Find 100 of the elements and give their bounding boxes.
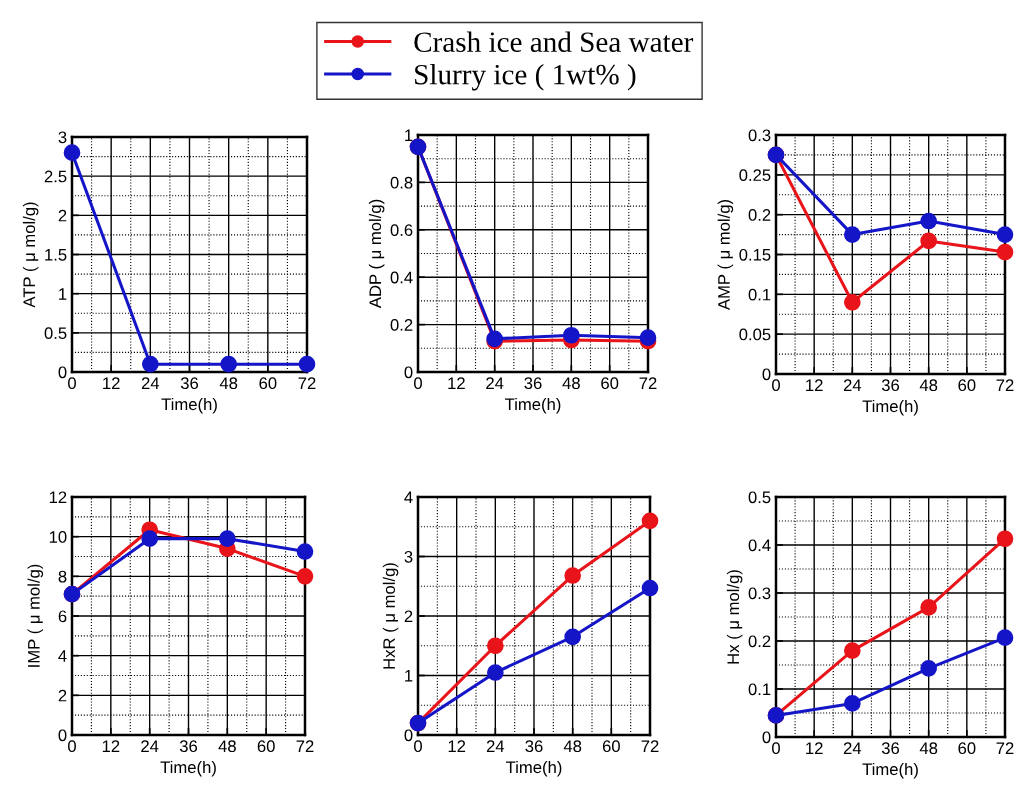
point [843,695,861,712]
y-axis-title: IMP ( μ mol/g) [27,564,44,667]
y-tick-label: 0.4 [390,271,413,284]
y-tick-label: 0.5 [748,491,771,504]
x-tick-label: 72 [641,740,659,752]
point [562,326,580,344]
x-tick-label: 72 [639,377,657,389]
y-tick-label: 12 [49,491,67,504]
point [920,212,938,230]
x-tick-label: 72 [996,379,1014,391]
x-tick-label: 48 [919,742,938,755]
point [996,530,1014,548]
y-tick-label: 1 [59,288,67,300]
y-tick-label: 1 [405,129,413,142]
y-tick-label: 2 [404,610,413,623]
y-tick-label: 0.6 [390,224,413,236]
point [920,660,938,677]
y-tick-label: 8 [58,570,67,583]
y-tick-label: 0.25 [739,169,771,182]
legend-label: Crash ice and Sea water [414,31,694,53]
y-tick-label: 0.15 [739,248,771,261]
point [996,226,1014,243]
y-axis-title: HxR ( μ mol/g) [382,563,399,669]
legend-label: Slurry ice ( 1wt% ) [415,63,636,91]
x-tick-label: 60 [958,742,976,755]
y-tick-label: 2.5 [44,170,67,183]
x-tick-label: 12 [806,742,823,754]
y-tick-label: 0.2 [748,635,771,648]
point [920,232,938,250]
x-tick-label: 48 [562,377,580,390]
x-tick-label: 36 [179,740,198,753]
x-tick-label: 0 [772,379,780,392]
x-tick-label: 24 [486,740,505,752]
y-tick-label: 2 [58,209,67,222]
x-tick-label: 48 [218,740,236,753]
y-tick-label: 0 [762,368,771,381]
point [920,599,938,616]
x-tick-label: 48 [219,377,238,390]
x-tick-label: 60 [602,740,620,753]
x-tick-label: 12 [103,377,120,389]
x-axis-title: Time(h) [160,760,216,777]
y-tick-label: 2 [58,689,67,702]
y-tick-label: 0 [404,366,413,379]
x-tick-label: 60 [601,377,619,390]
y-axis-title: ADP ( μ mol/g) [368,199,385,309]
y-axis-title: Hx ( μ mol/g) [726,570,743,664]
point [296,543,314,560]
point [564,628,582,646]
y-tick-label: 4 [58,650,67,662]
point [296,567,314,585]
x-axis-title: Time(h) [504,397,561,414]
x-tick-label: 12 [102,740,120,752]
y-tick-label: 0 [762,731,771,744]
y-tick-label: 0.1 [748,288,771,301]
x-tick-label: 60 [257,740,275,753]
x-tick-label: 72 [296,740,314,752]
point [996,629,1014,646]
y-axis-title: ATP ( μ mol/g) [22,202,39,308]
x-tick-label: 48 [563,740,582,753]
point [486,637,504,655]
y-tick-label: 0.8 [390,176,413,189]
x-tick-label: 24 [486,377,504,389]
x-tick-label: 24 [141,377,160,389]
x-tick-label: 60 [958,379,976,392]
y-tick-label: 1.5 [45,249,67,261]
x-tick-label: 36 [525,740,543,753]
point [843,642,861,659]
y-tick-label: 0.05 [739,328,771,341]
point [218,530,236,547]
y-axis-title: AMP ( μ mol/g) [717,199,734,311]
y-tick-label: 3 [58,131,67,144]
x-tick-label: 36 [881,379,900,392]
x-tick-label: 0 [68,740,76,753]
y-tick-label: 0.5 [44,327,67,340]
point [641,512,659,530]
x-tick-label: 0 [68,377,76,390]
x-tick-label: 12 [448,377,465,389]
y-tick-label: 0 [58,729,67,742]
y-tick-label: 10 [49,531,67,543]
y-tick-label: 0.2 [748,209,771,221]
y-tick-label: 3 [404,550,413,563]
point [641,579,659,597]
point [843,293,861,311]
point [486,664,504,681]
x-tick-label: 0 [414,377,422,390]
y-tick-label: 6 [58,610,67,623]
x-axis-title: Time(h) [862,762,918,779]
y-tick-label: 0.2 [390,319,413,331]
point [141,530,159,547]
y-tick-label: 0 [58,366,67,379]
x-tick-label: 72 [996,742,1014,754]
y-tick-label: 0.4 [748,539,771,552]
y-tick-label: 0.3 [748,129,771,142]
x-tick-label: 36 [524,377,542,390]
x-tick-label: 36 [881,742,900,755]
x-tick-label: 24 [843,379,862,391]
point [564,567,582,584]
x-tick-label: 36 [180,377,199,390]
x-tick-label: 48 [919,379,938,392]
y-tick-label: 0 [404,729,413,742]
